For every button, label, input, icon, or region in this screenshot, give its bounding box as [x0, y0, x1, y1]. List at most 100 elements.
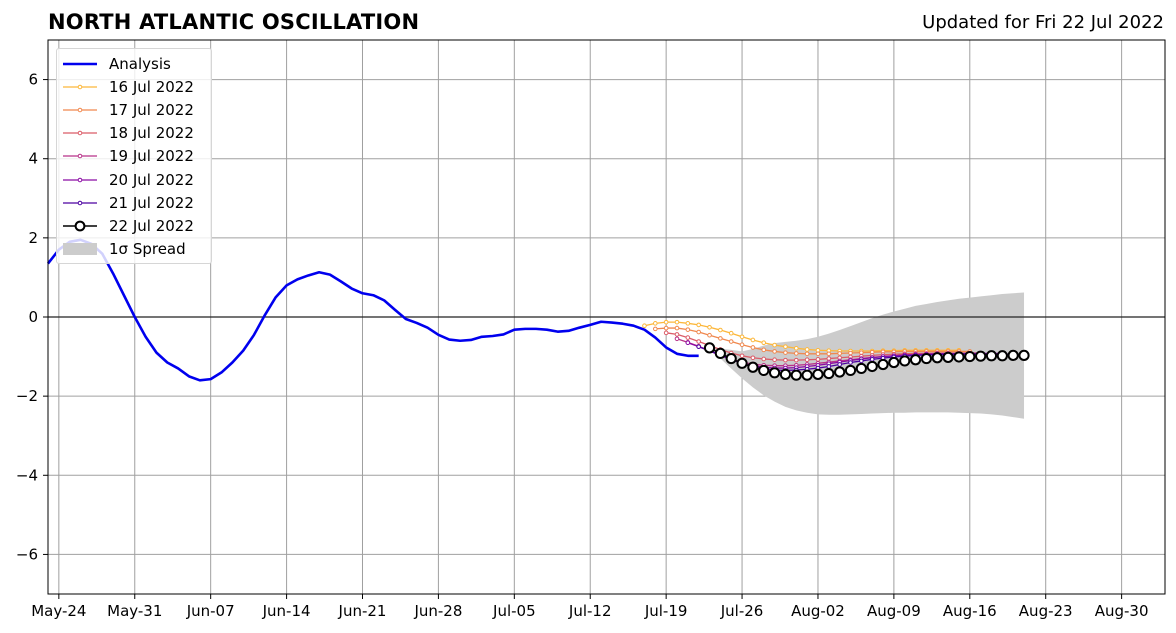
forecast-point [674, 336, 680, 342]
legend-swatch [63, 149, 97, 163]
legend-item: 17 Jul 2022 [57, 98, 211, 121]
forecast-point [783, 344, 788, 349]
legend-swatch [63, 196, 97, 210]
forecast-point [663, 325, 669, 331]
forecast-point [696, 339, 701, 344]
legend-swatch [63, 173, 97, 187]
forecast-point [779, 368, 792, 380]
legend-swatch [63, 80, 97, 94]
forecast-point [707, 324, 712, 330]
forecast-point [725, 352, 737, 365]
forecast-point [837, 351, 842, 356]
forecast-point [909, 354, 922, 366]
x-tick-label: Aug-23 [1019, 602, 1073, 620]
forecast-point [793, 357, 799, 363]
forecast-point [793, 351, 799, 356]
forecast-series [703, 342, 1030, 381]
forecast-point [801, 369, 813, 381]
forecast-point [772, 349, 777, 354]
forecast-point [848, 350, 853, 356]
x-tick-label: Jul-19 [644, 602, 688, 620]
legend-swatch [63, 103, 97, 117]
x-tick-label: May-24 [31, 602, 86, 620]
legend-item: 19 Jul 2022 [57, 145, 211, 168]
y-tick-label: −4 [16, 466, 38, 484]
legend-label: 18 Jul 2022 [109, 124, 194, 143]
x-tick-label: May-31 [107, 602, 162, 620]
forecast-series [653, 325, 973, 357]
chart-title: NORTH ATLANTIC OSCILLATION [48, 10, 420, 34]
forecast-point [783, 357, 788, 363]
legend-item: 18 Jul 2022 [57, 122, 211, 145]
forecast-point [804, 351, 810, 357]
forecast-point [877, 358, 889, 371]
forecast-point [714, 347, 726, 360]
forecast-point [793, 345, 799, 351]
forecast-point [942, 351, 954, 363]
forecast-point [685, 340, 691, 346]
forecast-point [739, 353, 745, 359]
forecast-point [685, 327, 691, 332]
y-tick-label: 0 [28, 308, 38, 326]
forecast-point [888, 356, 900, 369]
forecast-point [931, 352, 943, 364]
forecast-point [772, 342, 777, 348]
series-layer [46, 238, 1030, 382]
forecast-point [653, 321, 658, 326]
forecast-point [718, 327, 723, 333]
forecast-point [953, 351, 965, 363]
forecast-point [823, 367, 835, 380]
forecast-point [703, 342, 716, 354]
legend-swatch [63, 242, 97, 256]
forecast-point [815, 351, 821, 357]
forecast-point [747, 361, 759, 373]
legend-label: 16 Jul 2022 [109, 77, 194, 96]
legend-label: 22 Jul 2022 [109, 216, 194, 235]
forecast-point [804, 347, 810, 352]
forecast-point [674, 319, 680, 325]
forecast-point [996, 350, 1008, 362]
forecast-point [761, 347, 767, 353]
forecast-point [975, 350, 987, 362]
forecast-point [685, 335, 691, 340]
forecast-point [674, 332, 680, 337]
forecast-point [920, 352, 933, 365]
forecast-point [866, 360, 878, 373]
x-tick-label: Jun-28 [413, 602, 462, 620]
updated-date-label: Updated for Fri 22 Jul 2022 [922, 12, 1164, 33]
forecast-point [728, 339, 734, 344]
legend-item: 22 Jul 2022 [57, 214, 211, 237]
legend-swatch [63, 57, 97, 71]
forecast-point [790, 369, 802, 381]
forecast-point [653, 326, 658, 332]
forecast-point [1007, 349, 1019, 361]
forecast-point [761, 356, 767, 362]
legend-item: 20 Jul 2022 [57, 168, 211, 191]
axis-ticks: May-24 May-31 Jun-07 Jun-14 Jun-21 Jun-28 Jul-… [16, 71, 1149, 620]
forecast-point [783, 350, 788, 355]
forecast-point [837, 362, 842, 367]
forecast-point [718, 336, 723, 341]
forecast-point [859, 350, 864, 355]
forecast-point [758, 364, 770, 377]
forecast-point [848, 360, 853, 365]
legend-item: 16 Jul 2022 [57, 75, 211, 98]
x-tick-label: Aug-09 [867, 602, 921, 620]
forecast-point [826, 356, 832, 361]
legend-item: 1σ Spread [57, 238, 211, 261]
forecast-point [812, 368, 824, 380]
forecast-point [768, 367, 781, 379]
analysis-line [46, 238, 699, 382]
forecast-point [815, 357, 821, 362]
legend-item: 21 Jul 2022 [57, 191, 211, 214]
forecast-point [761, 340, 767, 346]
forecast-point [674, 325, 680, 331]
forecast-point [750, 337, 756, 343]
forecast-point [739, 334, 745, 340]
legend-label: Analysis [109, 54, 171, 73]
forecast-point [869, 357, 875, 362]
legend: Analysis 16 Jul 2022 17 Jul 2022 18 Jul 202… [56, 48, 212, 264]
legend-label: 20 Jul 2022 [109, 170, 194, 189]
forecast-point [859, 358, 864, 364]
forecast-point [728, 330, 734, 336]
